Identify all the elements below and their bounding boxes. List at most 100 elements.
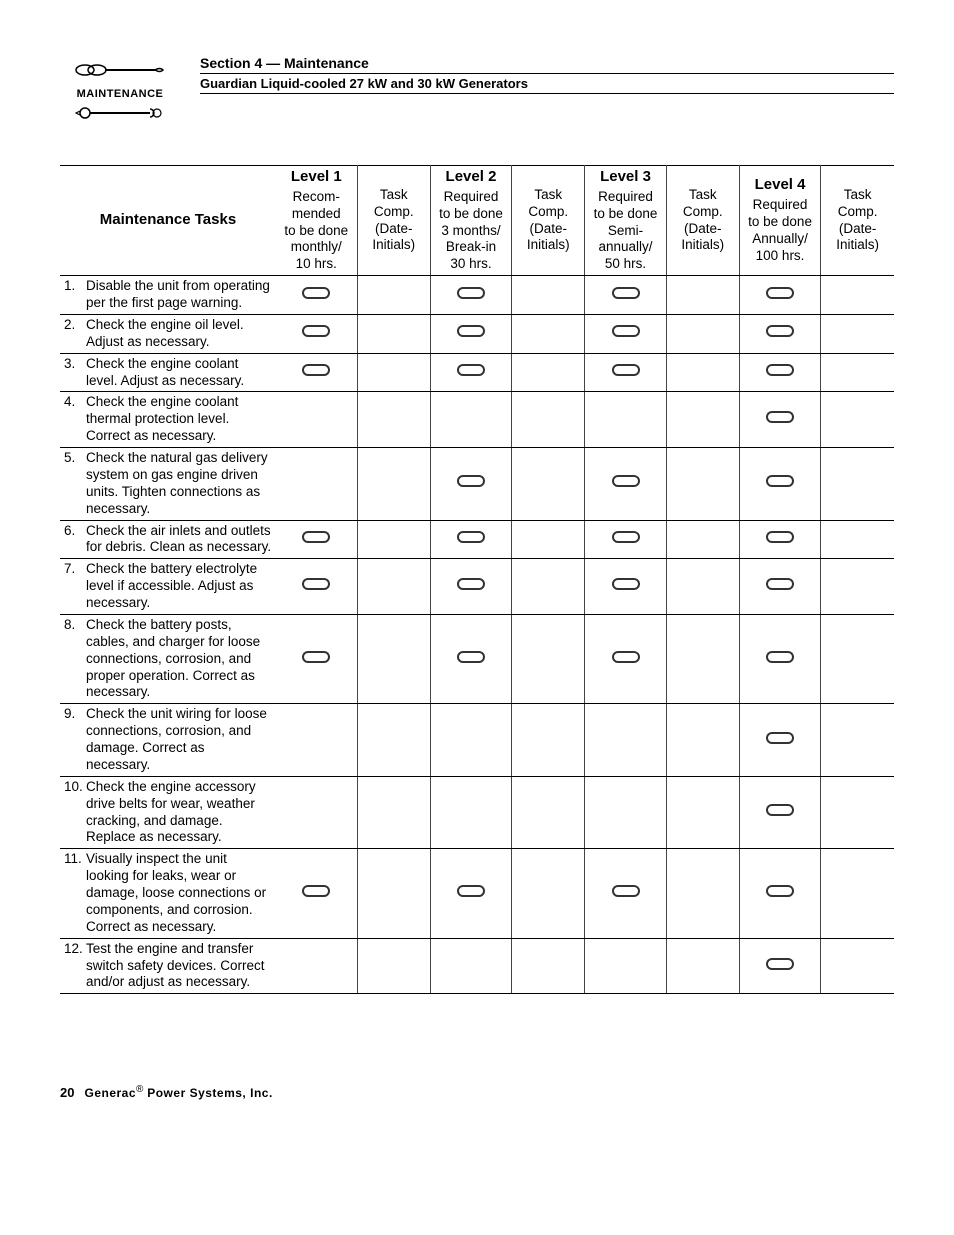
- comp-cell[interactable]: [821, 849, 894, 938]
- task-text: Check the battery electrolyte level if a…: [86, 561, 272, 612]
- page-number: 20: [60, 1085, 74, 1100]
- oval-icon: [766, 411, 794, 423]
- task-cell: 2.Check the engine oil level. Adjust as …: [60, 314, 276, 353]
- level-mark: [276, 704, 357, 777]
- task-cell: 7.Check the battery electrolyte level if…: [60, 559, 276, 615]
- comp-cell[interactable]: [357, 392, 430, 448]
- comp-cell[interactable]: [821, 314, 894, 353]
- section-title: Section 4 — Maintenance: [200, 55, 894, 74]
- level-mark: [430, 353, 511, 392]
- comp-cell[interactable]: [821, 276, 894, 315]
- oval-icon: [766, 531, 794, 543]
- comp-cell[interactable]: [666, 314, 739, 353]
- comp-cell[interactable]: [666, 704, 739, 777]
- comp-cell[interactable]: [357, 276, 430, 315]
- col-comp1: Task Comp. (Date- Initials): [357, 166, 430, 276]
- oval-icon: [457, 287, 485, 299]
- oval-icon: [766, 958, 794, 970]
- task-cell: 9.Check the unit wiring for loose connec…: [60, 704, 276, 777]
- level-mark: [739, 314, 820, 353]
- comp-cell[interactable]: [666, 849, 739, 938]
- task-number: 4.: [64, 394, 86, 445]
- task-text: Test the engine and transfer switch safe…: [86, 941, 272, 992]
- task-text: Check the engine accessory drive belts f…: [86, 779, 272, 847]
- comp-cell[interactable]: [357, 520, 430, 559]
- comp-cell[interactable]: [357, 938, 430, 994]
- level-mark: [585, 353, 666, 392]
- comp-cell[interactable]: [512, 448, 585, 521]
- col-level2: Level 2 Required to be done 3 months/ Br…: [430, 166, 511, 276]
- oval-icon: [766, 732, 794, 744]
- comp-cell[interactable]: [821, 392, 894, 448]
- comp-cell[interactable]: [512, 614, 585, 703]
- comp-cell[interactable]: [512, 520, 585, 559]
- level-mark: [585, 849, 666, 938]
- comp-cell[interactable]: [512, 559, 585, 615]
- level-mark: [430, 392, 511, 448]
- oval-icon: [302, 325, 330, 337]
- comp-cell[interactable]: [666, 776, 739, 849]
- comp-cell[interactable]: [357, 704, 430, 777]
- comp-cell[interactable]: [357, 559, 430, 615]
- level-mark: [739, 849, 820, 938]
- oval-icon: [612, 325, 640, 337]
- comp-cell[interactable]: [357, 614, 430, 703]
- level-mark: [276, 849, 357, 938]
- oval-icon: [766, 651, 794, 663]
- comp-cell[interactable]: [821, 776, 894, 849]
- level-mark: [430, 776, 511, 849]
- comp-cell[interactable]: [357, 314, 430, 353]
- level-mark: [276, 392, 357, 448]
- comp-cell[interactable]: [512, 392, 585, 448]
- comp-cell[interactable]: [512, 276, 585, 315]
- oval-icon: [302, 287, 330, 299]
- task-text: Check the engine coolant level. Adjust a…: [86, 356, 272, 390]
- comp-cell[interactable]: [512, 849, 585, 938]
- comp-cell[interactable]: [512, 776, 585, 849]
- comp-cell[interactable]: [821, 938, 894, 994]
- table-head: Maintenance Tasks Level 1 Recom- mended …: [60, 166, 894, 276]
- comp-cell[interactable]: [821, 448, 894, 521]
- level-mark: [739, 614, 820, 703]
- comp-cell[interactable]: [666, 276, 739, 315]
- comp-cell[interactable]: [821, 614, 894, 703]
- comp-cell[interactable]: [821, 704, 894, 777]
- task-text: Check the engine coolant thermal protect…: [86, 394, 272, 445]
- table-row: 6.Check the air inlets and outlets for d…: [60, 520, 894, 559]
- task-text: Check the battery posts, cables, and cha…: [86, 617, 272, 701]
- col-comp3: Task Comp. (Date- Initials): [666, 166, 739, 276]
- comp-cell[interactable]: [666, 448, 739, 521]
- oval-icon: [302, 531, 330, 543]
- comp-cell[interactable]: [666, 559, 739, 615]
- comp-cell[interactable]: [666, 938, 739, 994]
- comp-cell[interactable]: [666, 520, 739, 559]
- comp-cell[interactable]: [512, 938, 585, 994]
- comp-cell[interactable]: [357, 448, 430, 521]
- comp-cell[interactable]: [357, 776, 430, 849]
- comp-cell[interactable]: [666, 614, 739, 703]
- task-number: 2.: [64, 317, 86, 351]
- comp-cell[interactable]: [357, 849, 430, 938]
- level-mark: [430, 559, 511, 615]
- footer-company: Power Systems, Inc.: [143, 1086, 272, 1100]
- level-mark: [430, 314, 511, 353]
- comp-cell[interactable]: [666, 353, 739, 392]
- table-row: 10.Check the engine accessory drive belt…: [60, 776, 894, 849]
- level-mark: [739, 776, 820, 849]
- table-row: 12.Test the engine and transfer switch s…: [60, 938, 894, 994]
- level-mark: [276, 559, 357, 615]
- oval-icon: [612, 651, 640, 663]
- maintenance-label: MAINTENANCE: [60, 88, 180, 100]
- task-text: Disable the unit from operating per the …: [86, 278, 272, 312]
- comp-cell[interactable]: [821, 353, 894, 392]
- comp-cell[interactable]: [512, 353, 585, 392]
- oval-icon: [612, 578, 640, 590]
- comp-cell[interactable]: [666, 392, 739, 448]
- level-mark: [430, 614, 511, 703]
- comp-cell[interactable]: [821, 520, 894, 559]
- level-mark: [430, 938, 511, 994]
- comp-cell[interactable]: [821, 559, 894, 615]
- comp-cell[interactable]: [357, 353, 430, 392]
- comp-cell[interactable]: [512, 314, 585, 353]
- comp-cell[interactable]: [512, 704, 585, 777]
